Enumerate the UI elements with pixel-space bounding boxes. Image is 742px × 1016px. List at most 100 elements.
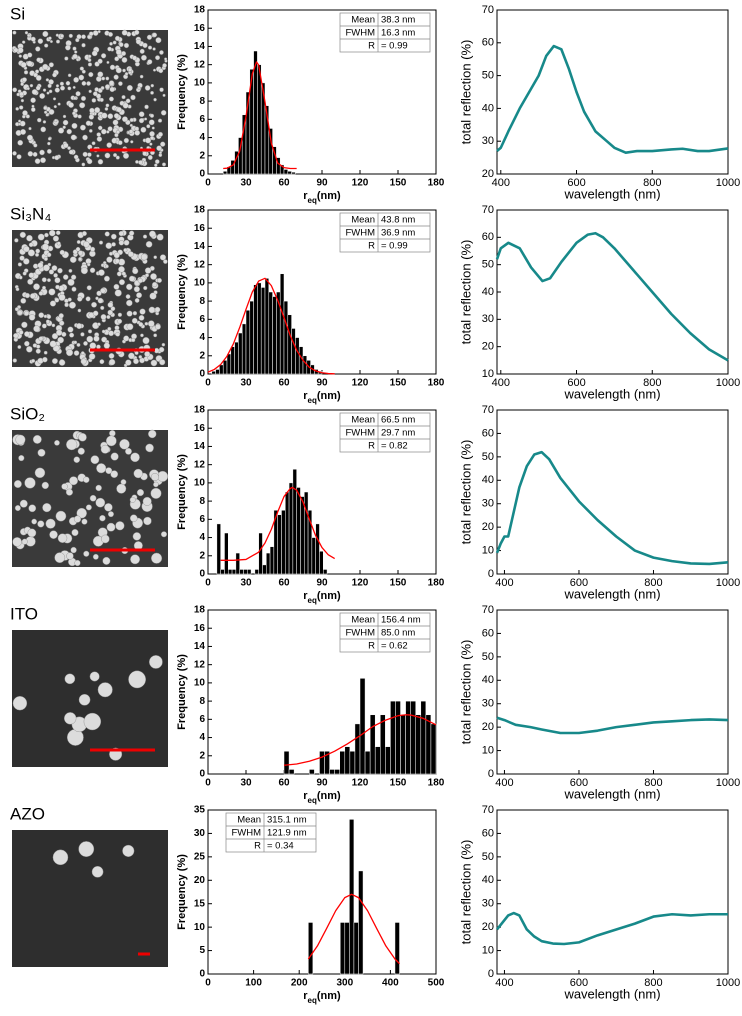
particle bbox=[145, 443, 154, 453]
particle bbox=[57, 102, 61, 106]
particle bbox=[130, 140, 134, 144]
y-tick-label: 8 bbox=[199, 296, 205, 307]
histogram-bar bbox=[319, 750, 325, 775]
particle bbox=[45, 518, 56, 529]
particle bbox=[18, 455, 25, 462]
particle bbox=[80, 332, 85, 337]
x-tick-label: 0 bbox=[205, 778, 211, 789]
particle bbox=[67, 146, 71, 150]
annotation-key: FWHM bbox=[345, 28, 375, 39]
annotation-key: R bbox=[368, 441, 375, 452]
histogram-bar bbox=[323, 569, 328, 575]
particle bbox=[139, 357, 145, 364]
particle bbox=[83, 341, 88, 346]
particle bbox=[69, 256, 77, 263]
y-tick-label: 0 bbox=[199, 169, 205, 180]
x-axis-label-part: (nm) bbox=[317, 590, 341, 602]
particle bbox=[12, 537, 22, 547]
particle bbox=[12, 30, 17, 35]
particle bbox=[119, 439, 130, 450]
particle bbox=[133, 358, 139, 365]
particle bbox=[57, 336, 64, 344]
x-tick-label: 1000 bbox=[716, 577, 740, 589]
x-tick-label: 150 bbox=[390, 578, 407, 589]
particle bbox=[114, 35, 121, 41]
particle bbox=[68, 149, 74, 155]
particle bbox=[153, 333, 158, 338]
x-tick-label: 600 bbox=[570, 977, 588, 989]
x-tick-label: 150 bbox=[390, 778, 407, 789]
annotation-key: FWHM bbox=[345, 628, 375, 639]
particle bbox=[29, 293, 36, 299]
particle bbox=[78, 433, 87, 442]
particle bbox=[81, 34, 86, 40]
histogram-bar bbox=[283, 750, 290, 775]
x-axis-label-part: r bbox=[303, 990, 308, 1002]
y-tick-label: 20 bbox=[482, 341, 494, 353]
particle bbox=[83, 712, 102, 731]
particle bbox=[147, 45, 153, 50]
sem-image bbox=[12, 830, 168, 967]
particle bbox=[133, 468, 143, 479]
particle bbox=[151, 552, 163, 564]
particle bbox=[130, 94, 136, 101]
histogram-bar bbox=[243, 569, 248, 575]
particle bbox=[153, 68, 157, 72]
y-tick-label: 0 bbox=[199, 369, 205, 380]
histogram-bar bbox=[309, 769, 315, 775]
x-axis-label-part: eq bbox=[308, 596, 317, 605]
x-tick-label: 90 bbox=[316, 578, 328, 589]
x-tick-label: 60 bbox=[278, 778, 290, 789]
particle bbox=[73, 515, 82, 523]
histogram-bar bbox=[287, 314, 292, 375]
particle bbox=[92, 91, 98, 97]
particle bbox=[125, 294, 131, 299]
x-axis-label: req(nm) bbox=[303, 790, 341, 805]
y-tick-label: 10 bbox=[194, 678, 206, 689]
particle bbox=[121, 29, 128, 36]
particle bbox=[137, 86, 141, 90]
particle bbox=[129, 117, 134, 123]
particle bbox=[18, 122, 22, 126]
particle bbox=[21, 321, 28, 329]
particle bbox=[80, 351, 85, 355]
particle bbox=[55, 84, 60, 88]
x-tick-label: 90 bbox=[316, 378, 328, 389]
y-tick-label: 16 bbox=[194, 423, 206, 434]
particle bbox=[66, 438, 78, 451]
particle bbox=[65, 44, 71, 51]
particle bbox=[54, 87, 60, 93]
histogram-bar bbox=[228, 569, 233, 575]
fit-curve bbox=[207, 277, 335, 375]
histogram-bar bbox=[287, 171, 292, 175]
particle bbox=[39, 93, 46, 99]
particle bbox=[121, 271, 126, 276]
x-axis-label-part: eq bbox=[308, 396, 317, 405]
particle bbox=[152, 47, 156, 51]
particle bbox=[87, 62, 93, 67]
x-tick-label: 800 bbox=[643, 177, 661, 189]
particle bbox=[18, 54, 22, 58]
particle bbox=[55, 510, 67, 522]
particle bbox=[72, 53, 78, 60]
histogram-bar bbox=[339, 750, 346, 775]
x-tick-label: 30 bbox=[240, 178, 252, 189]
y-tick-label: 70 bbox=[482, 204, 494, 216]
particle bbox=[38, 336, 44, 342]
particle bbox=[138, 118, 145, 124]
particle bbox=[19, 231, 26, 238]
particle bbox=[115, 331, 121, 337]
y-tick-label: 30 bbox=[482, 498, 494, 510]
x-tick-label: 800 bbox=[644, 777, 662, 789]
particle bbox=[54, 155, 60, 161]
particle bbox=[89, 342, 97, 350]
x-tick-label: 180 bbox=[428, 778, 445, 789]
histogram-bar bbox=[220, 569, 225, 575]
x-tick-label: 0 bbox=[205, 378, 211, 389]
y-tick-label: 60 bbox=[482, 627, 494, 639]
x-axis-label-part: r bbox=[303, 390, 308, 402]
particle bbox=[123, 335, 130, 342]
particle bbox=[112, 119, 119, 126]
particle bbox=[55, 39, 60, 44]
x-tick-label: 150 bbox=[390, 378, 407, 389]
